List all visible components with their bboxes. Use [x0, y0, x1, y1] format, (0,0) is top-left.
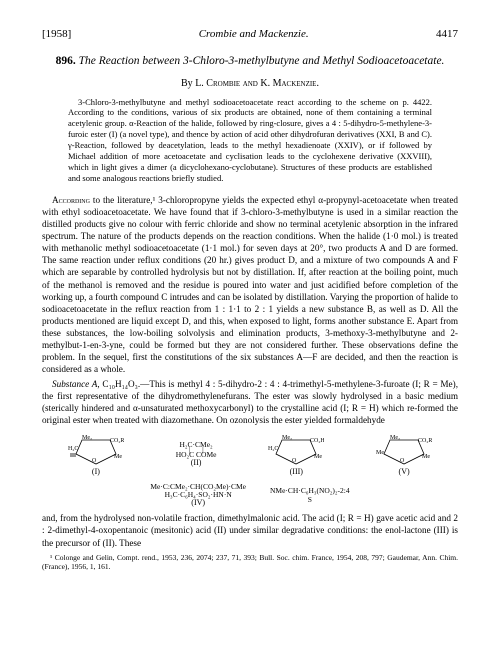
- byline-authors: L. Crombie and K. Mackenzie.: [195, 78, 319, 89]
- svg-text:H₂C: H₂C: [268, 446, 278, 452]
- footnote-1: ¹ Colonge and Gelin, Compt. rend., 1953,…: [42, 553, 458, 572]
- body-lead-word: According: [52, 195, 90, 205]
- svg-text:Me: Me: [314, 454, 322, 460]
- running-header: [1958] Crombie and Mackenzie. 4417: [42, 28, 458, 40]
- article-heading: 896. The Reaction between 3-Chloro-3-met…: [42, 54, 458, 70]
- formula-V: Me₂ CO₂R Me O Me (V): [376, 432, 432, 477]
- formula-I-label: (I): [92, 467, 100, 476]
- svg-text:CO₂H: CO₂H: [310, 438, 324, 444]
- article-title: The Reaction between 3-Chloro-3-methylbu…: [79, 55, 445, 67]
- svg-text:O: O: [400, 458, 405, 464]
- body-para-2-rest: C₁₀H₁₄O₃.—This is methyl 4 : 5-dihydro-2…: [42, 379, 458, 425]
- ring-icon: Me₂ CO₂R H₂C O Me: [68, 432, 124, 466]
- abstract: 3-Chloro-3-methylbutyne and methyl sodio…: [68, 97, 432, 184]
- formula-II: H₂C·CMe₂ | | HO₂C COMe (II): [176, 441, 217, 468]
- body-para-1: According to the literature,¹ 3-chloropr…: [42, 194, 458, 376]
- body-para-3: and, from the hydrolysed non-volatile fr…: [42, 512, 458, 548]
- formula-row-1: Me₂ CO₂R H₂C O Me (I) H₂C·CMe₂ | | HO₂C …: [42, 432, 458, 477]
- formula-aux: NMe·CH·C₆H₃(NO₂)₂-2:4 S: [270, 487, 350, 504]
- formula-row-2: Me·C:CMe₂·CH(CO₂Me)·CMe H₃C·C₆H₄·SO₂·HN·…: [42, 483, 458, 508]
- svg-text:Me: Me: [376, 450, 384, 456]
- year: [1958]: [42, 28, 71, 40]
- svg-text:Me₂: Me₂: [82, 435, 92, 441]
- svg-text:Me₂: Me₂: [282, 435, 292, 441]
- header-authors: Crombie and Mackenzie.: [199, 28, 309, 40]
- svg-text:H₂C: H₂C: [68, 446, 78, 452]
- svg-text:Me₂: Me₂: [390, 435, 400, 441]
- svg-text:O: O: [292, 458, 297, 464]
- body-para-1-rest: to the literature,¹ 3-chloropropyne yiel…: [42, 195, 458, 375]
- formula-II-label: (II): [191, 458, 202, 467]
- ring-icon: Me₂ CO₂R Me O Me: [376, 432, 432, 466]
- formula-aux-line2: S: [270, 496, 350, 504]
- byline-prefix: By: [181, 78, 195, 89]
- svg-text:Me: Me: [422, 454, 430, 460]
- formula-III: Me₂ CO₂H H₂C O Me (III): [268, 432, 324, 477]
- formula-V-label: (V): [399, 467, 410, 476]
- formula-I: Me₂ CO₂R H₂C O Me (I): [68, 432, 124, 477]
- body-para-2: Substance A, C₁₀H₁₄O₃.—This is methyl 4 …: [42, 378, 458, 427]
- article-number: 896.: [56, 55, 76, 67]
- substance-a-lead: Substance A,: [52, 379, 100, 389]
- formula-IV: Me·C:CMe₂·CH(CO₂Me)·CMe H₃C·C₆H₄·SO₂·HN·…: [150, 483, 246, 508]
- page-number: 4417: [436, 28, 458, 40]
- byline: By L. Crombie and K. Mackenzie.: [42, 78, 458, 89]
- ring-icon: Me₂ CO₂H H₂C O Me: [268, 432, 324, 466]
- formula-III-label: (III): [290, 467, 303, 476]
- svg-text:Me: Me: [114, 454, 122, 460]
- svg-text:CO₂R: CO₂R: [110, 438, 124, 444]
- page: [1958] Crombie and Mackenzie. 4417 896. …: [0, 0, 500, 591]
- formula-IV-label: (IV): [191, 498, 205, 507]
- svg-text:CO₂R: CO₂R: [418, 438, 432, 444]
- svg-text:O: O: [92, 458, 97, 464]
